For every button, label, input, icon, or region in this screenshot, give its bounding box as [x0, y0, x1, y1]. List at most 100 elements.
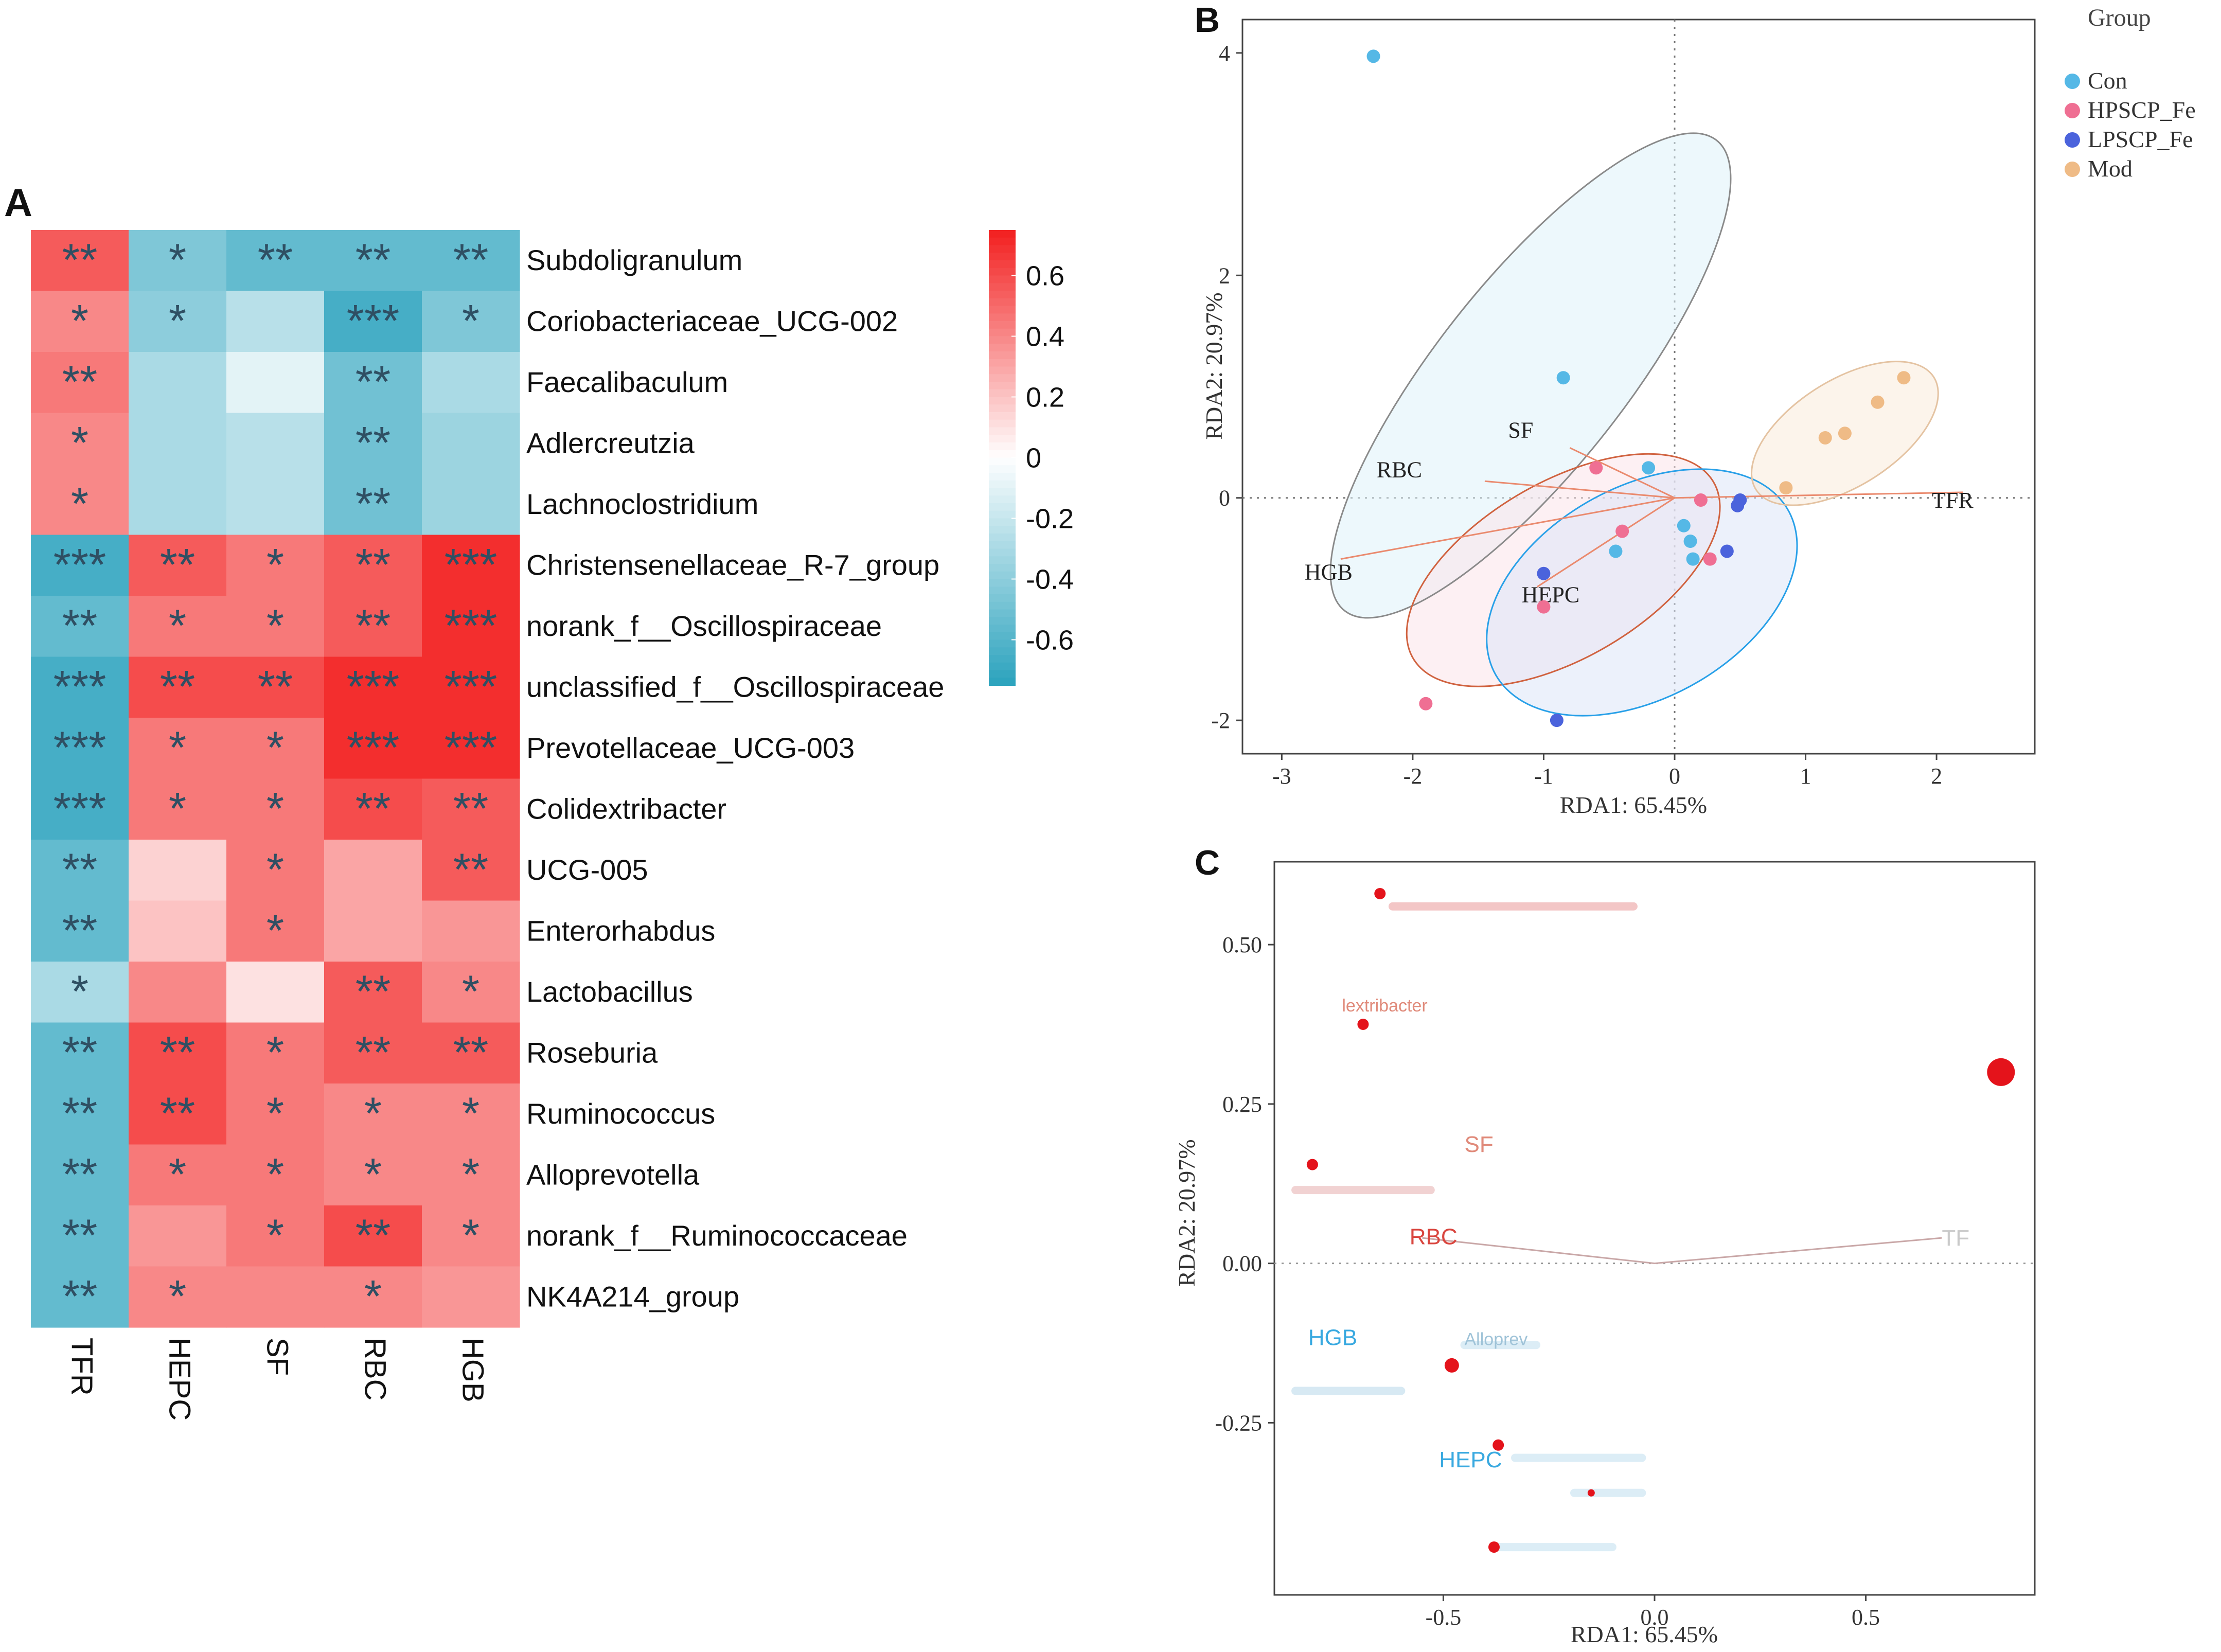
- point-label: Alloprev: [1465, 1329, 1528, 1349]
- colorbar-segment: [989, 442, 1016, 451]
- ellipse-con-fill: [1330, 133, 1731, 618]
- point-hpscp_fe: [1589, 461, 1603, 475]
- heatmap-cell: [422, 1205, 520, 1267]
- point-con: [1642, 461, 1656, 475]
- heatmap-cell: [324, 1144, 422, 1206]
- vector-label: HGB: [1305, 560, 1353, 585]
- ellipse-hpscp_fe-outline: [1358, 408, 1768, 732]
- heatmap-cell: [31, 1205, 129, 1267]
- row-label: Alloprevotella: [526, 1159, 700, 1191]
- heatmap-cell: [226, 656, 325, 718]
- heatmap-cell: [422, 291, 520, 352]
- significance-stars: **: [62, 1210, 98, 1260]
- significance-stars: **: [356, 1210, 391, 1260]
- heatmap-cell: [129, 535, 227, 596]
- row-label: Enterorhabdus: [526, 915, 715, 947]
- data-point: [1357, 1018, 1369, 1030]
- heatmap-cell: [31, 352, 129, 414]
- legend-swatch-con: [2065, 74, 2080, 89]
- significance-stars: **: [258, 661, 293, 712]
- vector-tfr: [1674, 491, 1963, 499]
- vector-hepc: [1536, 497, 1675, 588]
- heatmap-cell: [422, 1266, 520, 1328]
- colorbar-segment: [989, 465, 1016, 473]
- column-label: TFR: [65, 1338, 99, 1396]
- significance-stars: **: [160, 661, 196, 712]
- heatmap-cell: [324, 718, 422, 779]
- significance-stars: **: [62, 1271, 98, 1322]
- row-label: norank_f__Oscillospiraceae: [526, 610, 882, 642]
- ellipse-lpscp_fe-fill: [1486, 469, 1797, 716]
- heatmap-cell: [226, 535, 325, 596]
- legend-swatch-mod: [2065, 162, 2080, 177]
- ellipse-mod-outline: [1722, 334, 1968, 532]
- heatmap-cell: [324, 535, 422, 596]
- colorbar-segment: [989, 548, 1016, 557]
- row-label: NK4A214_group: [526, 1281, 739, 1313]
- colorbar-segment: [989, 306, 1016, 314]
- colorbar-segment: [989, 283, 1016, 291]
- x-tick-label: 0: [1669, 763, 1680, 789]
- colorbar-tick-label: 0: [1026, 443, 1041, 474]
- heatmap-cell: [324, 474, 422, 536]
- heatmap-cell: [129, 656, 227, 718]
- point-hpscp_fe: [1615, 524, 1629, 538]
- heatmap-cell: [31, 900, 129, 962]
- significance-stars: *: [266, 1149, 284, 1200]
- colorbar-segment: [989, 382, 1016, 390]
- data-point: [1306, 1159, 1318, 1170]
- colorbar-segment: [989, 268, 1016, 276]
- vector-label: HEPC: [1522, 582, 1579, 608]
- heatmap-cell: [324, 352, 422, 414]
- colorbar-segment: [989, 321, 1016, 329]
- vector-label: TFR: [1932, 488, 1974, 513]
- colorbar-segment: [989, 237, 1016, 246]
- row-label: Faecalibaculum: [526, 366, 728, 398]
- heatmap-cell: [422, 535, 520, 596]
- heatmap-cell: [129, 230, 227, 292]
- colorbar-segment: [989, 617, 1016, 625]
- colorbar-segment: [989, 397, 1016, 405]
- point-hpscp_fe: [1703, 552, 1717, 566]
- colorbar-segment: [989, 495, 1016, 504]
- colorbar-segment: [989, 601, 1016, 610]
- y-tick-label: 0.00: [1222, 1251, 1262, 1276]
- colorbar: 0.6 0.4 0.2 0 -0.2 -0.4 -0.6: [989, 230, 1074, 686]
- colorbar-segment: [989, 556, 1016, 564]
- heatmap-cell: [129, 1205, 227, 1267]
- significance-stars: ***: [347, 722, 400, 773]
- heatmap-cell: [226, 900, 325, 962]
- colorbar-segment: [989, 662, 1016, 671]
- colorbar-segment: [989, 291, 1016, 299]
- heatmap-cell: [422, 900, 520, 962]
- heatmap-cell: [422, 1083, 520, 1145]
- significance-stars: **: [356, 234, 391, 285]
- colorbar-segment: [989, 435, 1016, 443]
- colorbar-segment: [989, 230, 1016, 238]
- point-con: [1683, 535, 1697, 548]
- point-hpscp_fe: [1537, 600, 1551, 614]
- legend-label: LPSCP_Fe: [2088, 126, 2193, 152]
- heatmap-cell: [422, 656, 520, 718]
- heatmap-cell: [226, 1083, 325, 1145]
- data-point: [1987, 1058, 2015, 1086]
- significance-stars: *: [169, 234, 186, 285]
- heatmap-cell: [31, 778, 129, 840]
- significance-stars: **: [160, 1088, 196, 1139]
- significance-stars: **: [453, 234, 489, 285]
- significance-stars: **: [453, 844, 489, 895]
- heatmap-cell: [324, 778, 422, 840]
- point-lpscp_fe: [1720, 544, 1734, 558]
- significance-stars: *: [71, 966, 88, 1017]
- point-mod: [1897, 371, 1911, 385]
- heatmap-cell: [422, 596, 520, 658]
- significance-stars: **: [356, 539, 391, 590]
- significance-stars: *: [169, 1149, 186, 1200]
- significance-stars: **: [62, 356, 98, 407]
- significance-stars: *: [71, 417, 88, 468]
- significance-stars: *: [462, 1149, 479, 1200]
- y-tick-label: -0.25: [1215, 1410, 1262, 1435]
- colorbar-segment: [989, 579, 1016, 588]
- point-hpscp_fe: [1694, 493, 1708, 507]
